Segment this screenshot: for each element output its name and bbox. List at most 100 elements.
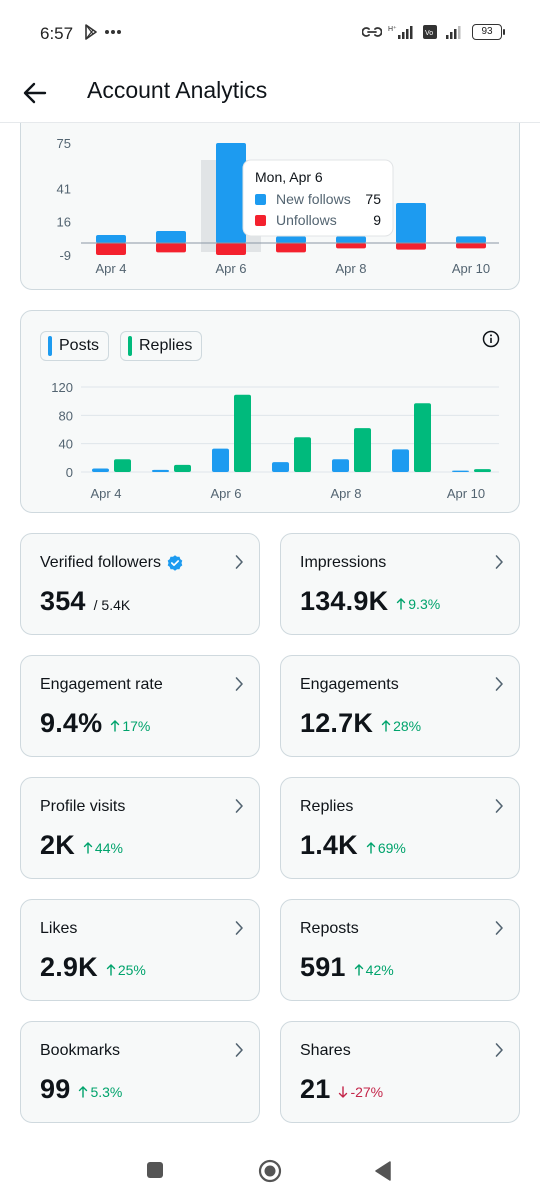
unfollows-bar	[96, 243, 126, 255]
arrow-down-icon	[339, 1086, 348, 1098]
stat-label-text: Verified followers	[40, 554, 161, 571]
follows-chart-viewport: 75 41 16 -9 Apr 4 Apr 6 Apr 8 Apr 10 Mon, Apr 6 N…	[20, 123, 520, 291]
stat-label: Replies	[300, 798, 353, 816]
stat-value: 99	[40, 1074, 71, 1104]
stat-label-text: Engagements	[300, 676, 399, 693]
chevron-right-icon	[235, 921, 243, 935]
stat-card-verified-followers[interactable]: Verified followers 354 / 5.4K	[20, 533, 260, 635]
tooltip-row-value: 75	[365, 191, 381, 207]
posts-bar	[152, 469, 169, 472]
stat-card-engagement-rate[interactable]: Engagement rate 9.4% 17%	[20, 655, 260, 757]
unfollows-bar	[456, 243, 486, 249]
stat-label-text: Likes	[40, 920, 78, 937]
new-follows-bar	[396, 203, 426, 243]
unfollows-bar	[216, 243, 246, 255]
stat-delta: 69%	[366, 840, 406, 856]
arrow-up-icon	[111, 720, 120, 732]
replies-bar	[114, 459, 131, 472]
verified-badge-icon	[167, 555, 183, 571]
stat-card-likes[interactable]: Likes 2.9K 25%	[20, 899, 260, 1001]
stat-value: 134.9K	[300, 586, 389, 616]
new-follows-bar	[216, 143, 246, 243]
stat-delta-text: -27%	[350, 1084, 384, 1100]
stat-card-shares[interactable]: Shares 21 -27%	[280, 1021, 520, 1123]
stat-delta-text: 42%	[365, 962, 394, 978]
chevron-right-icon	[495, 921, 503, 935]
legend-posts-label: Posts	[59, 337, 100, 354]
tooltip-box	[242, 159, 394, 237]
unfollows-bar	[396, 243, 426, 250]
chevron-right-icon	[235, 799, 243, 813]
chevron-right-icon	[235, 555, 243, 569]
tooltip-row-label: New follows	[276, 191, 351, 207]
posts-bar	[332, 459, 349, 472]
new-follows-bar	[456, 236, 486, 243]
stat-value: 354	[40, 586, 86, 616]
stat-label-text: Profile visits	[40, 798, 126, 815]
posts-x-tick-label: Apr 8	[330, 486, 361, 501]
stat-delta: 5.3%	[78, 1084, 122, 1100]
arrow-up-icon	[79, 1086, 88, 1098]
back-triangle-icon[interactable]	[374, 1161, 392, 1181]
stat-label: Verified followers	[40, 554, 183, 572]
stat-delta-text: 28%	[393, 718, 422, 734]
arrow-up-icon	[106, 964, 116, 976]
posts-y-tick-label: 40	[59, 437, 73, 452]
posts-replies-chart[interactable]: 120 80 40 0 Apr 4 Apr 6 Apr 8 Apr 10	[21, 311, 521, 514]
follows-x-tick-label: Apr 6	[215, 261, 246, 276]
stat-label: Engagements	[300, 676, 399, 694]
home-circle-icon[interactable]	[258, 1159, 282, 1183]
legend-posts[interactable]: Posts	[40, 331, 110, 361]
posts-bar	[392, 449, 409, 472]
stat-delta: 25%	[106, 962, 146, 978]
stat-card-profile-visits[interactable]: Profile visits 2K 44%	[20, 777, 260, 879]
follows-chart[interactable]: 75 41 16 -9 Apr 4 Apr 6 Apr 8 Apr 10 Mon, Apr 6 N…	[21, 123, 520, 291]
stat-delta: 9.3%	[396, 596, 440, 612]
stat-label: Reposts	[300, 920, 359, 938]
status-time: 6:57	[40, 24, 74, 43]
recents-square-icon[interactable]	[146, 1161, 164, 1179]
stat-label-text: Engagement rate	[40, 676, 163, 693]
stat-card-engagements[interactable]: Engagements 12.7K 28%	[280, 655, 520, 757]
stat-label: Bookmarks	[40, 1042, 120, 1060]
posts-bar	[92, 468, 109, 472]
posts-x-tick-label: Apr 6	[210, 486, 241, 501]
stat-delta-text: 44%	[94, 840, 123, 856]
posts-x-tick-label: Apr 4	[90, 486, 121, 501]
stat-label: Impressions	[300, 554, 386, 572]
legend-replies[interactable]: Replies	[120, 331, 203, 361]
tooltip-row-label: Unfollows	[276, 212, 337, 228]
app-header: Account Analytics	[0, 68, 540, 123]
chevron-right-icon	[235, 1043, 243, 1057]
replies-bar	[474, 469, 491, 472]
stat-label: Shares	[300, 1042, 351, 1060]
stat-total: / 5.4K	[93, 597, 131, 613]
tooltip-row-value: 9	[373, 212, 381, 228]
arrow-up-icon	[354, 964, 363, 976]
stat-delta-text: 5.3%	[90, 1084, 123, 1100]
stat-delta: 44%	[83, 840, 123, 856]
follows-x-tick-label: Apr 10	[452, 261, 490, 276]
info-icon[interactable]	[482, 330, 500, 348]
stat-card-impressions[interactable]: Impressions 134.9K 9.3%	[280, 533, 520, 635]
posts-y-tick-label: 0	[66, 465, 73, 480]
back-button[interactable]	[20, 78, 50, 108]
stat-label-text: Impressions	[300, 554, 387, 571]
replies-bar	[294, 437, 311, 472]
stat-label: Profile visits	[40, 798, 125, 816]
stat-card-reposts[interactable]: Reposts 591 42%	[280, 899, 520, 1001]
volte-icon: Vo	[423, 25, 437, 39]
follows-y-tick-label: 16	[57, 215, 71, 230]
signal-icon: H⁺	[388, 25, 413, 39]
stat-delta-text: 17%	[122, 718, 151, 734]
stat-card-bookmarks[interactable]: Bookmarks 99 5.3%	[20, 1021, 260, 1123]
posts-swatch	[48, 336, 52, 356]
follows-y-tick-label: 75	[57, 136, 71, 151]
posts-y-tick-label: 120	[51, 380, 73, 395]
stat-card-replies[interactable]: Replies 1.4K 69%	[280, 777, 520, 879]
more-dots-icon	[105, 30, 121, 34]
chevron-right-icon	[235, 677, 243, 691]
legend-replies-label: Replies	[139, 337, 193, 354]
stat-label-text: Shares	[300, 1042, 351, 1059]
tooltip-title: Mon, Apr 6	[255, 169, 323, 185]
